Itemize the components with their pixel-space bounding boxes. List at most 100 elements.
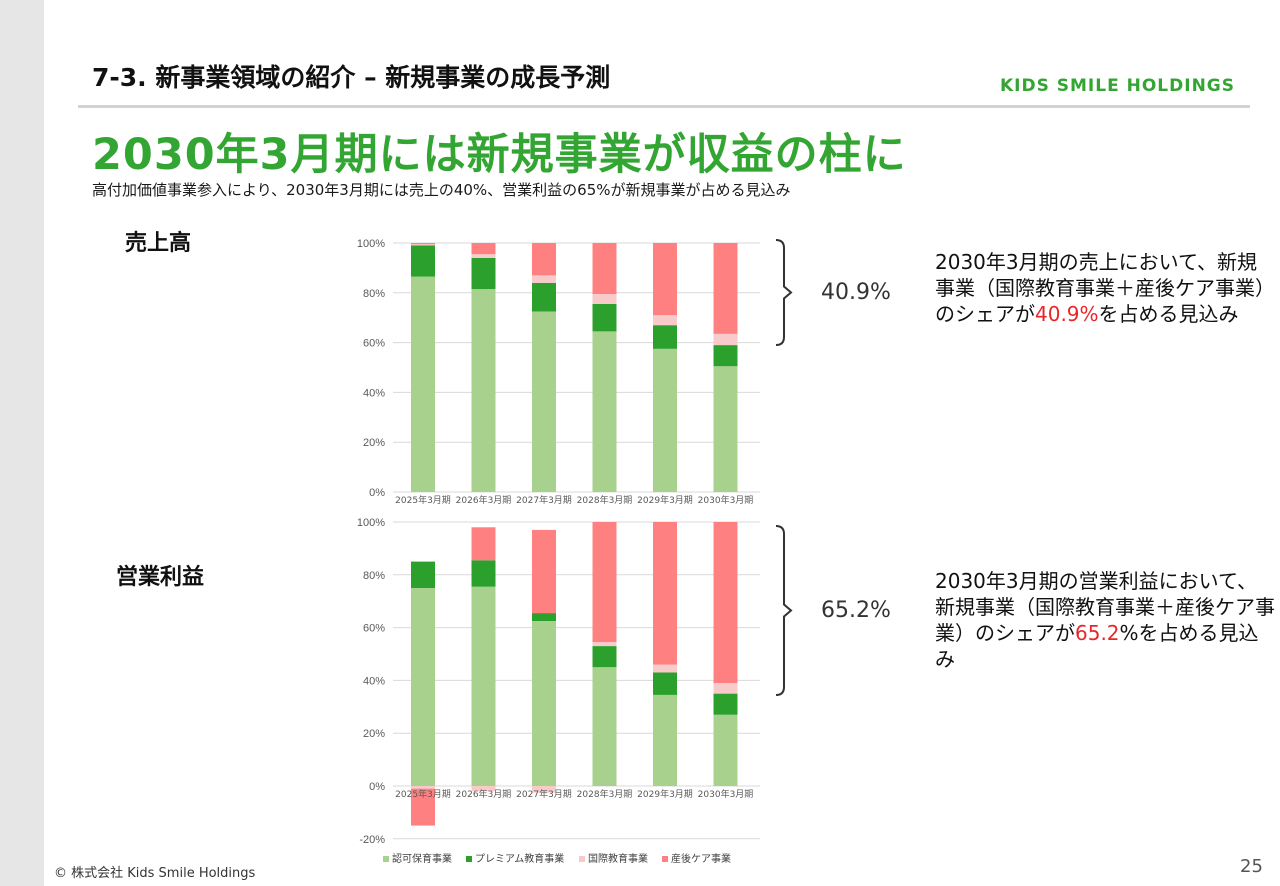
profit-bracket: [775, 525, 793, 696]
bar-segment: [653, 672, 677, 695]
bar-segment: [653, 348, 677, 492]
bar-segment: [532, 311, 556, 492]
bar-segment: [592, 243, 617, 295]
bar-segment: [592, 331, 617, 492]
y-tick-label: 40%: [363, 675, 385, 687]
sales-note-tail: を占める見込み: [1098, 302, 1239, 326]
x-tick-label: 2028年3月期: [577, 494, 633, 506]
bar-segment: [532, 786, 556, 793]
bar-segment: [471, 786, 496, 792]
x-tick-label: 2028年3月期: [577, 788, 633, 800]
bar-segment: [592, 522, 617, 643]
page-headline: 2030年3月期には新規事業が収益の柱に: [92, 130, 907, 180]
bar-segment: [653, 325, 677, 349]
brand-logo: KIDS SMILE HOLDINGS: [1000, 76, 1235, 96]
legend-swatch: [579, 856, 585, 862]
legend-swatch: [662, 856, 668, 862]
y-tick-label: 20%: [363, 437, 385, 449]
y-tick-label: 60%: [363, 623, 385, 635]
bar-segment: [471, 527, 496, 561]
sales-note-text: 2030年3月期の売上において、新規事業（国際教育事業＋産後ケア事業）のシェアが: [935, 250, 1275, 326]
section-title: 7-3. 新事業領域の紹介 – 新規事業の成長予測: [92, 63, 611, 92]
bar-segment: [653, 664, 677, 673]
header-divider: [78, 105, 1250, 108]
profit-note-text: 2030年3月期の営業利益において、新規事業（国際教育事業＋産後ケア事業）のシェ…: [935, 569, 1275, 645]
bar-segment: [592, 294, 617, 305]
bar-segment: [471, 289, 496, 492]
y-tick-label: 40%: [363, 387, 385, 399]
bar-segment: [411, 588, 435, 786]
page-number: 25: [1240, 856, 1263, 877]
sales-note: 2030年3月期の売上において、新規事業（国際教育事業＋産後ケア事業）のシェアが…: [935, 249, 1275, 327]
bar-segment: [411, 561, 435, 588]
bar-segment: [471, 586, 496, 786]
bar-segment: [713, 345, 738, 367]
copyright: © 株式会社 Kids Smile Holdings: [54, 866, 256, 881]
x-tick-label: 2030年3月期: [698, 788, 754, 800]
profit-note-tail: %を占める見込み: [935, 621, 1259, 671]
side-band: [0, 0, 44, 886]
sales-chart-label: 売上高: [125, 231, 192, 256]
bar-segment: [592, 646, 617, 668]
legend-label: 国際教育事業: [588, 852, 648, 865]
x-tick-label: 2027年3月期: [516, 494, 572, 506]
x-tick-label: 2026年3月期: [456, 788, 512, 800]
bar-segment: [411, 243, 435, 245]
legend-label: プレミアム教育事業: [475, 852, 564, 865]
bar-segment: [471, 254, 496, 258]
x-tick-label: 2025年3月期: [395, 494, 451, 506]
bar-segment: [471, 257, 496, 290]
profit-note-highlight: 65.2: [1075, 621, 1120, 645]
bar-segment: [713, 683, 738, 694]
y-tick-label: -20%: [359, 834, 385, 846]
x-tick-label: 2027年3月期: [516, 788, 572, 800]
bar-segment: [592, 667, 617, 786]
legend-label: 産後ケア事業: [671, 852, 731, 865]
y-tick-label: 80%: [363, 570, 385, 582]
bar-segment: [532, 282, 556, 312]
sales-note-highlight: 40.9%: [1035, 302, 1099, 326]
profit-note: 2030年3月期の営業利益において、新規事業（国際教育事業＋産後ケア事業）のシェ…: [935, 568, 1275, 672]
bar-segment: [653, 243, 677, 316]
bar-segment: [653, 522, 677, 665]
bar-segment: [411, 276, 435, 492]
sales-bracket: [775, 239, 793, 346]
profit-chart-label: 営業利益: [116, 565, 205, 590]
x-tick-label: 2029年3月期: [637, 788, 693, 800]
y-tick-label: 20%: [363, 728, 385, 740]
bar-segment: [532, 275, 556, 283]
bar-segment: [532, 621, 556, 786]
bar-segment: [713, 522, 738, 684]
bar-segment: [411, 786, 435, 789]
y-tick-label: 0%: [369, 781, 385, 793]
bar-segment: [411, 244, 435, 246]
bar-segment: [411, 245, 435, 277]
bar-segment: [532, 529, 556, 614]
bar-segment: [653, 694, 677, 786]
legend-swatch: [466, 856, 472, 862]
bar-segment: [411, 788, 435, 826]
x-tick-label: 2030年3月期: [698, 494, 754, 506]
bar-segment: [471, 560, 496, 587]
bar-segment: [713, 333, 738, 346]
bar-segment: [713, 693, 738, 715]
bar-segment: [471, 243, 496, 255]
y-tick-label: 80%: [363, 288, 385, 300]
bar-segment: [713, 714, 738, 786]
y-tick-label: 100%: [357, 238, 385, 250]
bar-segment: [713, 366, 738, 492]
page-subline: 高付加価値事業参入により、2030年3月期には売上の40%、営業利益の65%が新…: [92, 181, 791, 199]
bar-segment: [592, 642, 617, 647]
bar-segment: [532, 243, 556, 276]
bar-segment: [592, 304, 617, 332]
bar-segment: [653, 315, 677, 326]
x-tick-label: 2026年3月期: [456, 494, 512, 506]
y-tick-label: 0%: [369, 487, 385, 499]
legend-swatch: [383, 856, 389, 862]
sales-new-business-share: 40.9%: [821, 280, 891, 305]
x-tick-label: 2025年3月期: [395, 788, 451, 800]
profit-new-business-share: 65.2%: [821, 598, 891, 623]
x-tick-label: 2029年3月期: [637, 494, 693, 506]
y-tick-label: 60%: [363, 338, 385, 350]
